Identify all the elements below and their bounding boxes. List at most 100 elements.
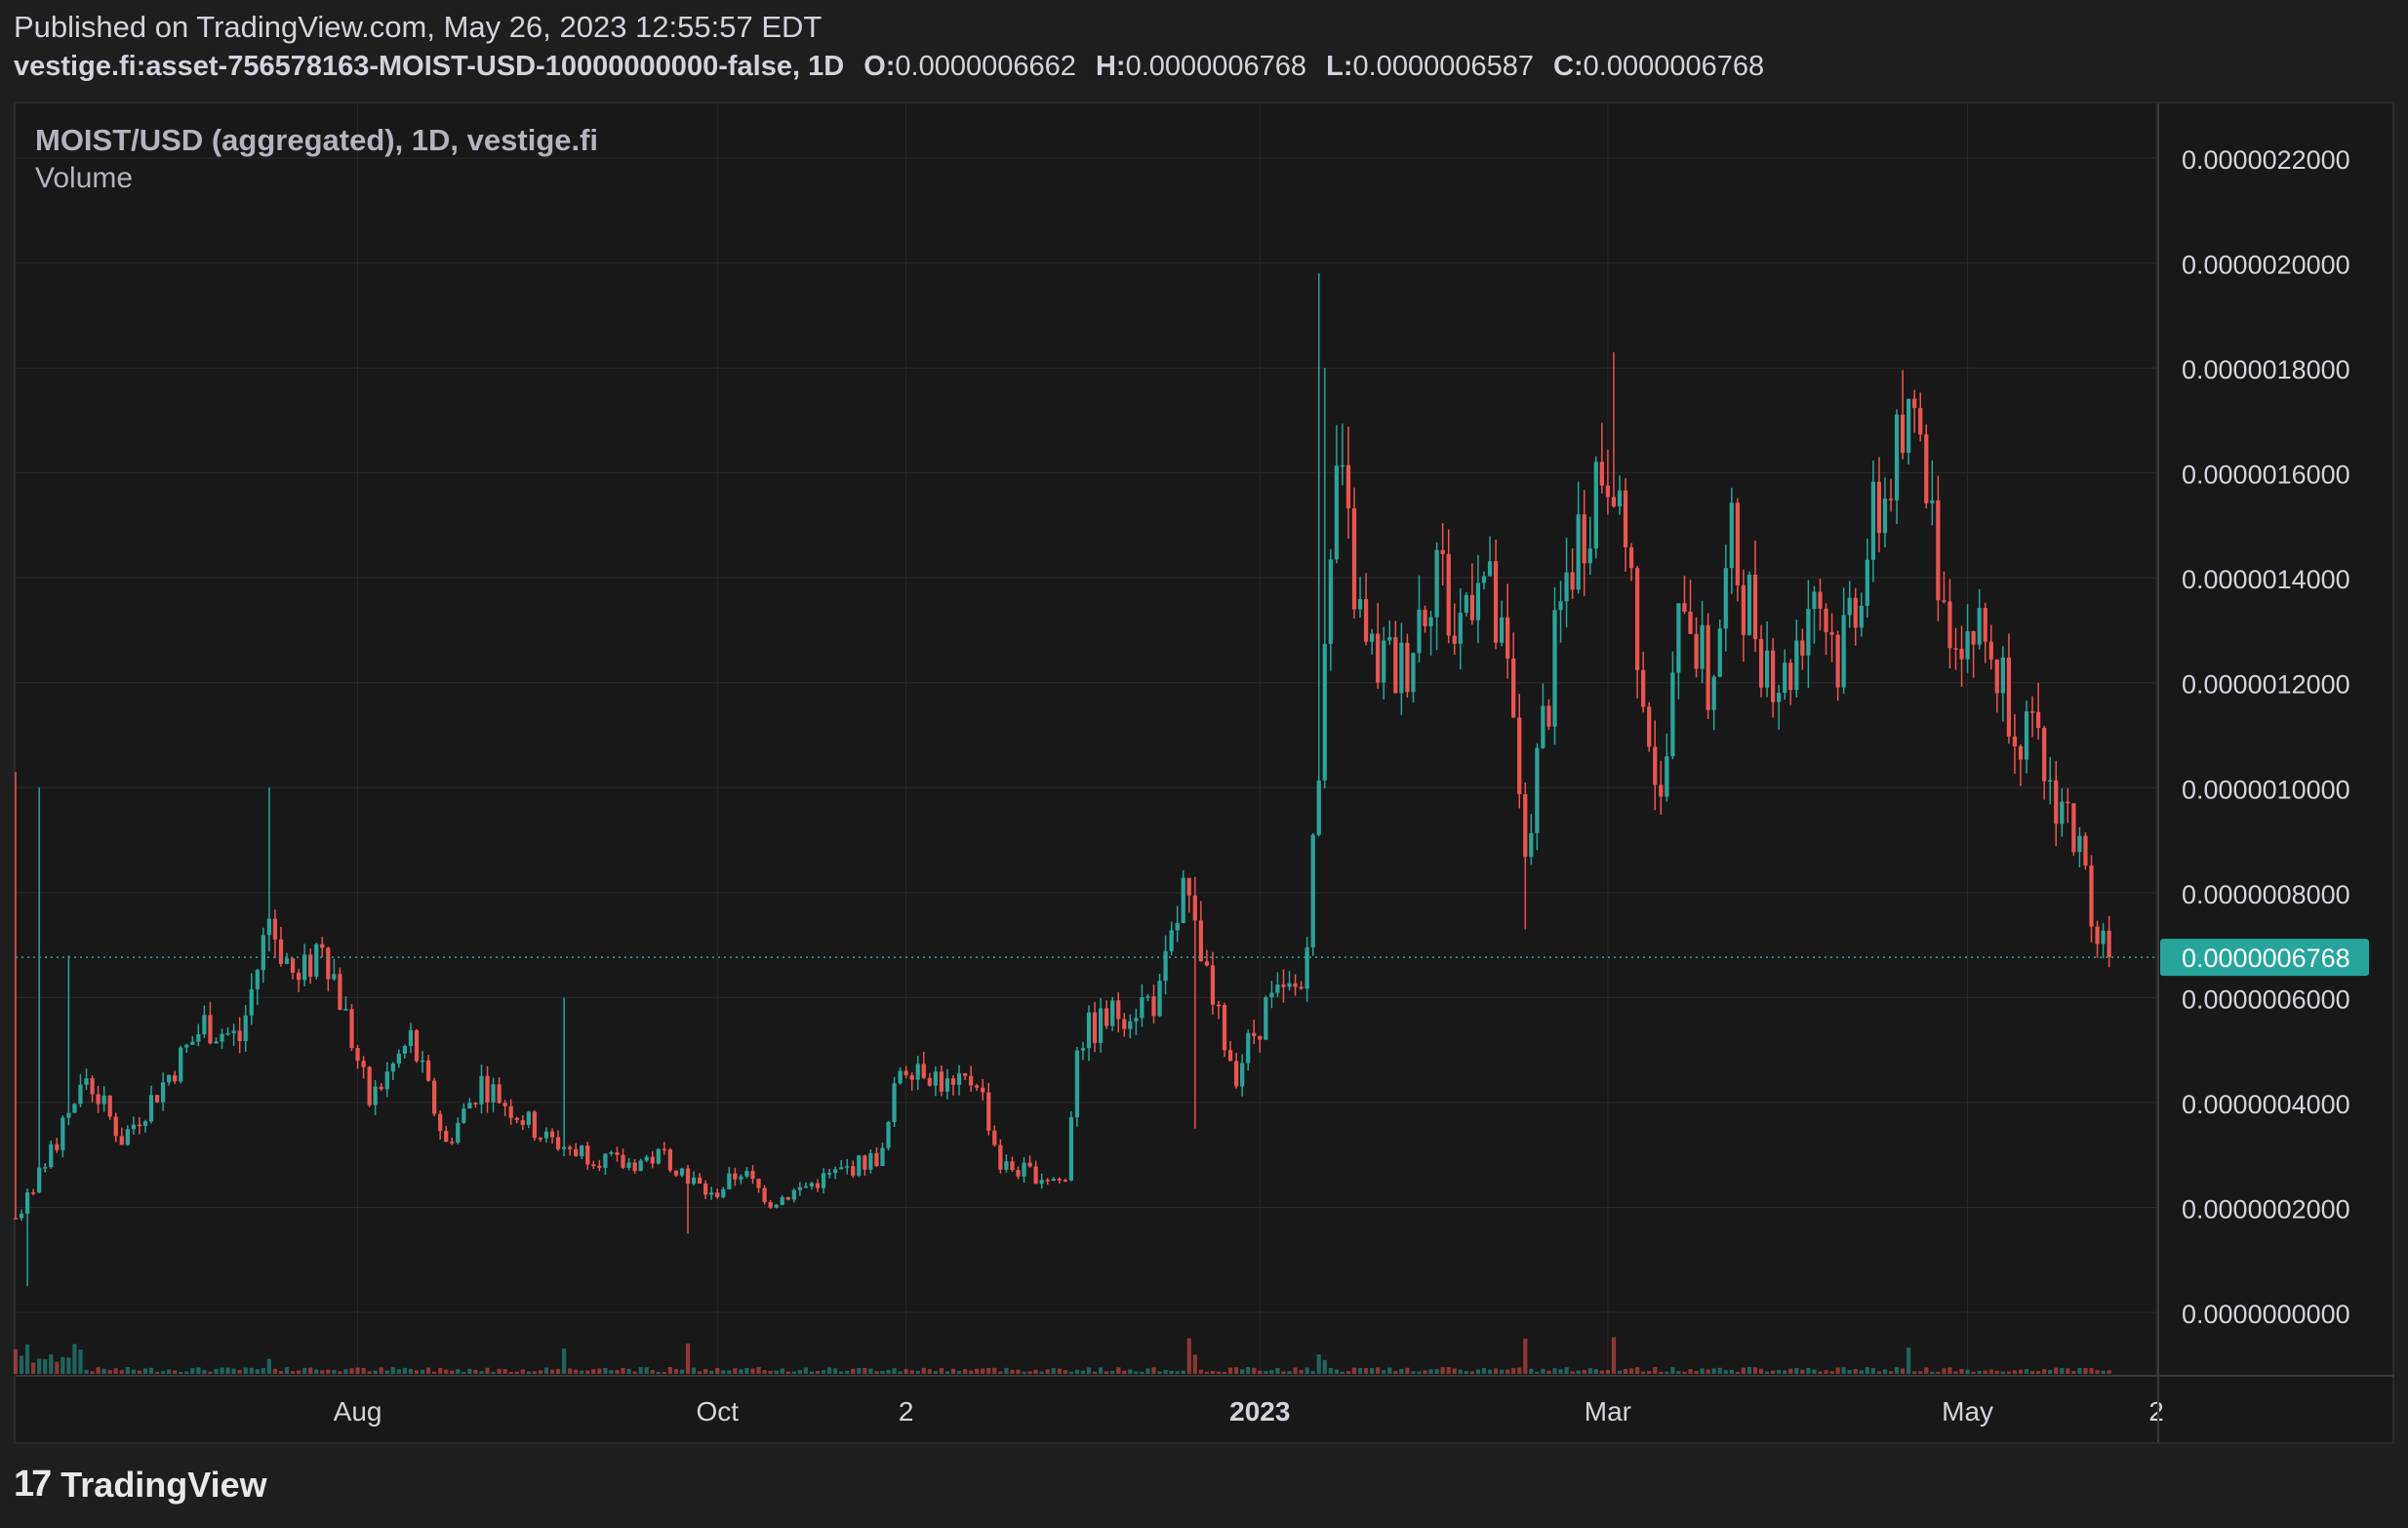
volume-bar <box>320 1370 325 1374</box>
candle-body <box>691 1177 697 1185</box>
chart-legend-title: MOIST/USD (aggregated), 1D, vestige.fi <box>35 123 599 157</box>
volume-bar <box>479 1371 484 1374</box>
volume-bar <box>1322 1359 1327 1374</box>
volume-bar <box>1800 1369 1805 1374</box>
candle-body <box>1882 499 1888 534</box>
volume-bar <box>632 1371 637 1374</box>
volume-bar <box>981 1368 985 1374</box>
candle-body <box>927 1077 932 1086</box>
y-tick-label: 0.0000008000 <box>2182 880 2350 909</box>
volume-bar <box>55 1361 60 1374</box>
tradingview-logo-icon: 17 <box>14 1464 52 1505</box>
volume-bar <box>1676 1371 1681 1374</box>
volume-bar <box>697 1371 702 1374</box>
candle-body <box>1387 637 1392 641</box>
volume-bar <box>1994 1370 1999 1374</box>
candle-body <box>969 1075 974 1086</box>
volume-bar <box>1717 1367 1722 1374</box>
volume-bar <box>621 1368 625 1374</box>
candle-body <box>1853 597 1858 628</box>
volume-bar <box>1628 1368 1634 1374</box>
candle-body <box>580 1146 584 1156</box>
candle-body <box>950 1078 956 1085</box>
candle-body <box>650 1156 655 1164</box>
candle-body <box>1988 641 1993 660</box>
volume-bar <box>1405 1367 1410 1374</box>
volume-bar <box>809 1371 815 1374</box>
candle-body <box>1039 1180 1044 1185</box>
candle-body <box>1971 631 1976 645</box>
volume-bar <box>66 1357 71 1374</box>
candle-body <box>992 1130 997 1146</box>
candle-body <box>402 1046 408 1054</box>
candle-body <box>1134 1018 1139 1022</box>
volume-bar <box>739 1369 743 1374</box>
volume-bar <box>2083 1368 2088 1374</box>
chart-frame[interactable] <box>14 101 2394 1444</box>
volume-bar <box>585 1370 590 1374</box>
x-tick-label: May <box>1942 1396 1993 1427</box>
candle-body <box>1104 1008 1109 1026</box>
volume-bar <box>839 1371 844 1374</box>
volume-bar <box>1558 1369 1563 1374</box>
volume-bar <box>2101 1370 2106 1374</box>
candle-body <box>1192 895 1197 921</box>
tradingview-logo[interactable]: 17 TradingView <box>14 1464 267 1506</box>
candle-body <box>839 1167 844 1170</box>
volume-bar <box>1446 1367 1451 1374</box>
volume-bar <box>1464 1371 1468 1374</box>
volume-bar <box>154 1371 160 1374</box>
candle-body <box>727 1173 732 1189</box>
candle-body <box>2095 926 2100 945</box>
volume-bar <box>1894 1367 1900 1374</box>
candle-body <box>1564 572 1569 602</box>
volume-bar <box>272 1368 278 1374</box>
volume-bar <box>1063 1370 1067 1374</box>
volume-bar <box>1428 1369 1433 1374</box>
candle-body <box>656 1148 661 1164</box>
candle-body <box>1847 597 1852 616</box>
ohlc-header: vestige.fi:asset-756578163-MOIST-USD-100… <box>14 51 1764 83</box>
volume-bar <box>1611 1337 1617 1374</box>
volume-bar <box>1074 1369 1080 1374</box>
volume-bar <box>1659 1371 1664 1374</box>
candle-body <box>1947 601 1952 649</box>
volume-bar <box>603 1368 608 1374</box>
volume-bar <box>543 1367 549 1374</box>
volume-bar <box>1947 1367 1952 1374</box>
candle-body <box>998 1145 1003 1170</box>
volume-bar <box>1983 1370 1987 1374</box>
volume-bar <box>384 1370 389 1374</box>
volume-bar <box>24 1344 30 1374</box>
candle-body <box>538 1138 543 1140</box>
candle-body <box>892 1083 897 1122</box>
volume-bar <box>173 1370 178 1374</box>
candle-body <box>1635 568 1640 670</box>
candle-body <box>420 1060 425 1063</box>
candle-body <box>1440 549 1445 554</box>
volume-bar <box>142 1368 148 1374</box>
candle-body <box>1122 1019 1127 1029</box>
volume-bar <box>1912 1371 1917 1374</box>
volume-bar <box>797 1369 802 1374</box>
volume-bar <box>96 1367 100 1374</box>
low-label: L: <box>1326 51 1353 82</box>
candle-body <box>1865 559 1869 606</box>
volume-bar <box>148 1367 154 1374</box>
volume-bar <box>1546 1370 1551 1374</box>
volume-bar <box>1841 1367 1846 1374</box>
candle-body <box>1894 414 1900 501</box>
volume-bar <box>491 1371 496 1374</box>
volume-bar <box>1930 1371 1935 1374</box>
volume-bar <box>780 1368 784 1374</box>
volume-bar <box>131 1369 136 1374</box>
candle-body <box>1086 1012 1092 1049</box>
volume-bar <box>1493 1368 1499 1374</box>
volume-bar <box>473 1369 478 1374</box>
volume-bar <box>956 1371 962 1374</box>
y-tick-label: 0.0000016000 <box>2182 461 2350 490</box>
candle-body <box>609 1151 614 1154</box>
candle-body <box>131 1124 136 1130</box>
volume-bar <box>1541 1368 1545 1374</box>
